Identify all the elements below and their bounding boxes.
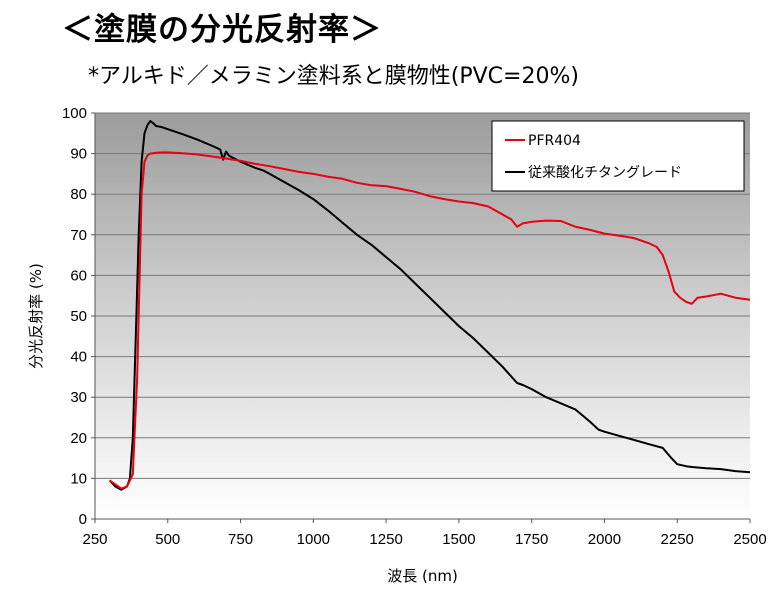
legend-label: PFR404 [528, 133, 581, 149]
y-tick-label: 60 [70, 267, 87, 284]
x-tick-label: 500 [155, 531, 180, 548]
x-tick-label: 1750 [515, 531, 548, 548]
x-tick-label: 2500 [733, 531, 766, 548]
page-title: ＜塗膜の分光反射率＞ [62, 12, 382, 48]
y-tick-label: 90 [70, 146, 87, 163]
y-tick-label: 10 [70, 470, 87, 487]
y-tick-label: 80 [70, 186, 87, 203]
x-axis-label: 波長 (nm) [387, 567, 458, 585]
y-axis-label: 分光反射率 (%) [27, 263, 45, 369]
legend-box [491, 120, 745, 192]
legend-label: 従来酸化チタングレード [528, 165, 682, 181]
y-tick-label: 40 [70, 349, 87, 366]
x-tick-label: 2000 [588, 531, 621, 548]
x-tick-label: 750 [228, 531, 253, 548]
y-tick-label: 20 [70, 430, 87, 447]
y-tick-label: 50 [70, 308, 87, 325]
series-line-0 [109, 151, 751, 490]
y-tick-label: 70 [70, 227, 87, 244]
y-tick-label: 0 [79, 511, 87, 528]
x-tick-label: 1250 [369, 531, 402, 548]
page-subtitle: *アルキド／メラミン塗料系と膜物性(PVC=20%) [88, 64, 579, 89]
x-tick-label: 2250 [661, 531, 694, 548]
x-tick-label: 1500 [442, 531, 475, 548]
x-tick-label: 250 [82, 531, 107, 548]
series-line-1 [108, 120, 751, 491]
y-tick-label: 100 [62, 105, 87, 122]
y-tick-label: 30 [70, 389, 87, 406]
x-tick-label: 1000 [297, 531, 330, 548]
